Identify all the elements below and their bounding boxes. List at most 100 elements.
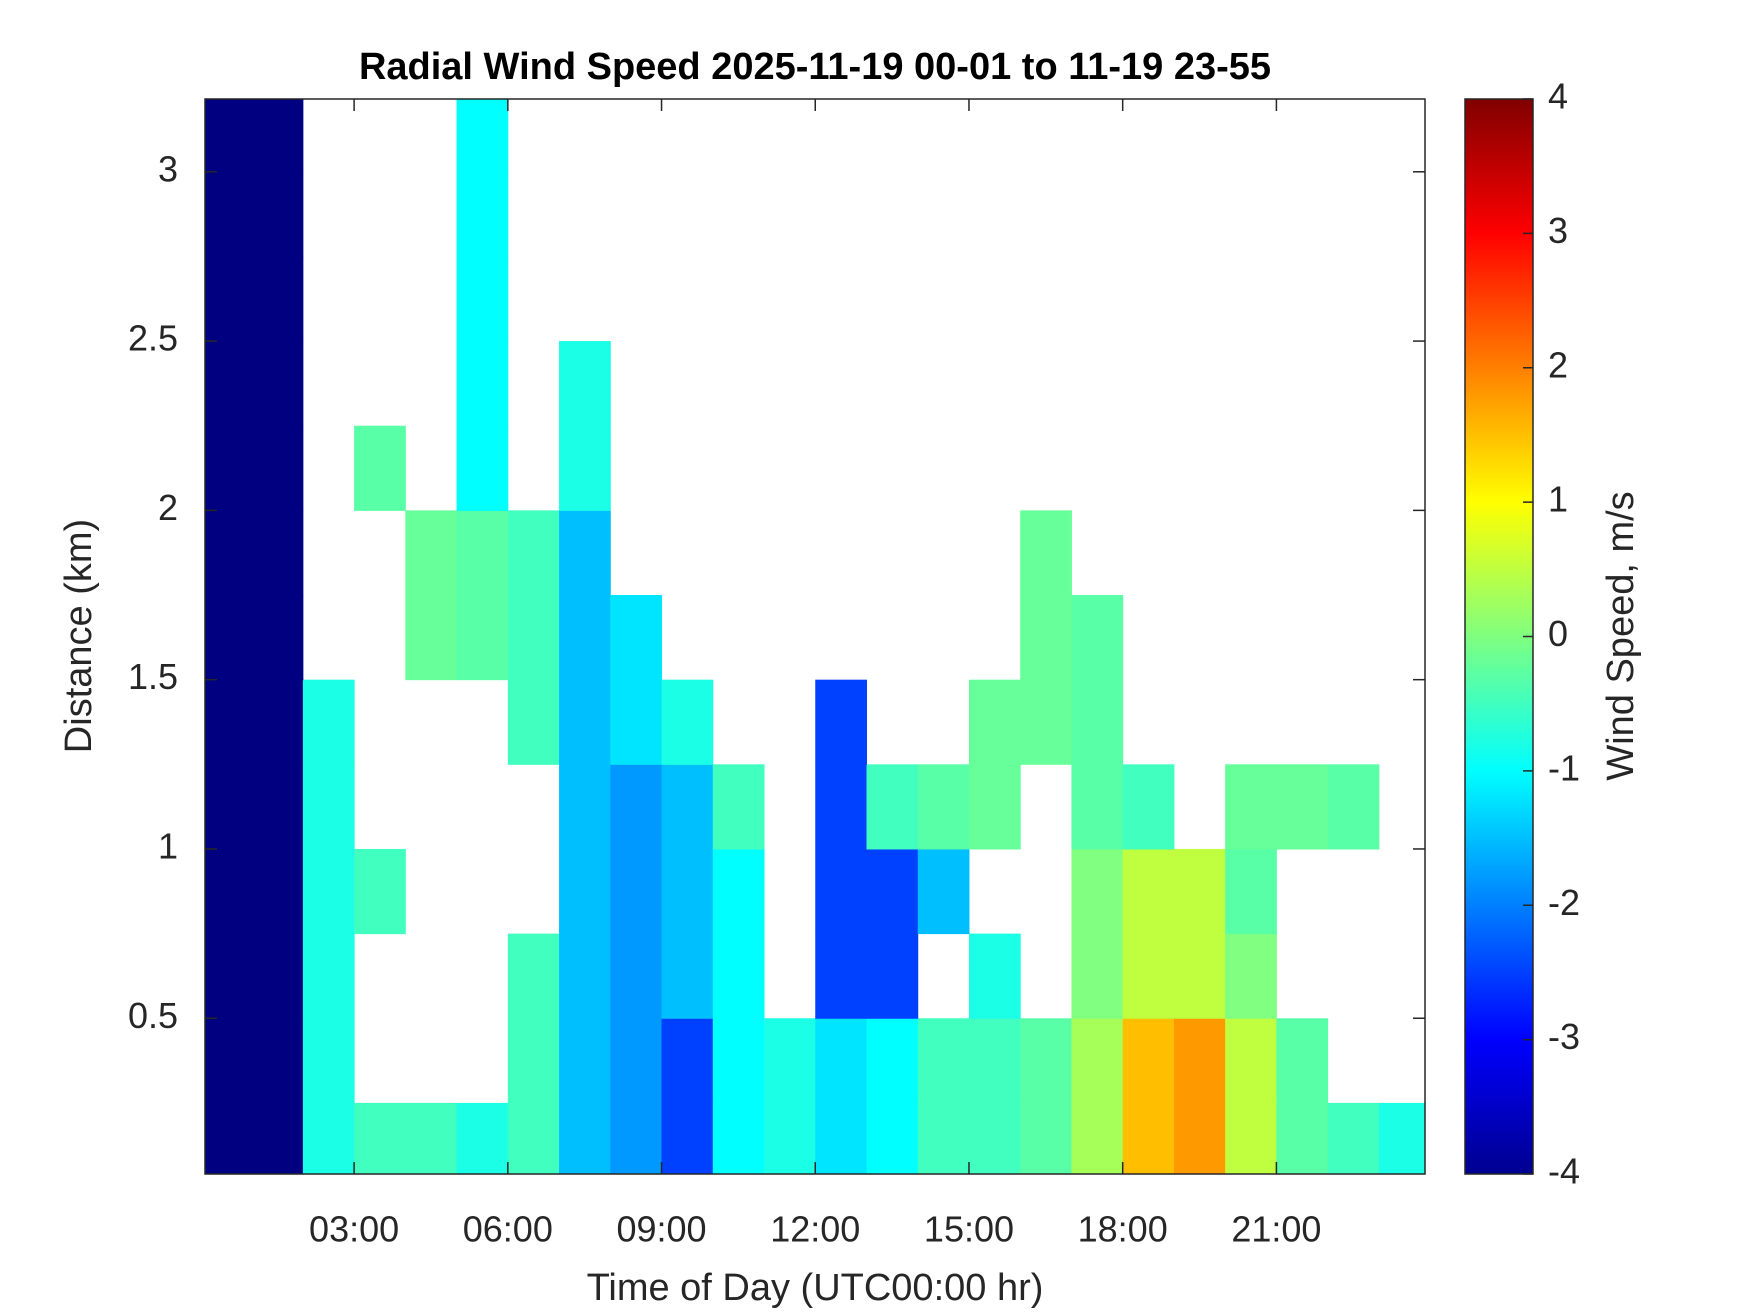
heatmap-cell bbox=[1378, 1102, 1425, 1174]
heatmap-cell bbox=[1122, 1102, 1175, 1174]
heatmap-cell bbox=[1327, 1102, 1380, 1174]
heatmap-cell bbox=[205, 425, 253, 511]
heatmap-cell bbox=[205, 595, 253, 681]
heatmap-cell bbox=[205, 341, 253, 427]
heatmap-cell bbox=[456, 425, 509, 511]
heatmap-cell bbox=[1122, 848, 1175, 935]
y-tick-label: 3 bbox=[158, 148, 178, 189]
heatmap-cell bbox=[1071, 933, 1124, 1019]
x-tick-label: 18:00 bbox=[1078, 1209, 1168, 1250]
heatmap-cell bbox=[661, 1018, 714, 1104]
y-tick-label: 2 bbox=[158, 487, 178, 528]
heatmap-cell bbox=[1173, 1102, 1226, 1174]
heatmap-cell bbox=[1122, 933, 1175, 1019]
heatmap-cell bbox=[866, 764, 919, 850]
heatmap-cell bbox=[815, 764, 867, 850]
heatmap-cell bbox=[251, 99, 304, 173]
heatmap-cell bbox=[354, 425, 406, 511]
heatmap-cell bbox=[917, 848, 970, 935]
heatmap-cell bbox=[712, 1102, 765, 1174]
heatmap-cell bbox=[1020, 679, 1072, 765]
heatmap-cell bbox=[661, 933, 714, 1019]
heatmap-cell bbox=[917, 1102, 970, 1174]
heatmap-cell bbox=[456, 1102, 509, 1174]
heatmap-cell bbox=[507, 1018, 560, 1104]
heatmap-cell bbox=[1173, 848, 1226, 935]
colorbar-tick-label: 3 bbox=[1548, 210, 1568, 251]
heatmap-cell bbox=[764, 1018, 816, 1104]
heatmap-cell bbox=[610, 1018, 663, 1104]
heatmap-cell bbox=[712, 933, 765, 1019]
heatmap-cell bbox=[661, 848, 714, 935]
chart-title: Radial Wind Speed 2025-11-19 00-01 to 11… bbox=[359, 46, 1271, 88]
heatmap-cell bbox=[866, 848, 919, 935]
heatmap-cell bbox=[1071, 1102, 1124, 1174]
heatmap-cell bbox=[507, 679, 560, 765]
heatmap-cell bbox=[1225, 1102, 1277, 1174]
heatmap-cell bbox=[866, 1102, 919, 1174]
heatmap-cell bbox=[559, 1102, 611, 1174]
heatmap-cell bbox=[507, 510, 560, 596]
heatmap-cell bbox=[661, 764, 714, 850]
heatmap-cell bbox=[507, 595, 560, 681]
heatmap-cell bbox=[661, 1102, 714, 1174]
heatmap-cell bbox=[917, 1018, 970, 1104]
heatmap-cell bbox=[968, 679, 1021, 765]
heatmap-cell bbox=[456, 595, 509, 681]
heatmap-cell bbox=[302, 1102, 355, 1174]
heatmap-cell bbox=[507, 1102, 560, 1174]
heatmap-cell bbox=[205, 1102, 253, 1174]
heatmap-cell bbox=[205, 848, 253, 935]
heatmap-cell bbox=[1020, 1018, 1072, 1104]
heatmap-cell bbox=[1071, 848, 1124, 935]
heatmap-cell bbox=[1327, 764, 1380, 850]
heatmap-cell bbox=[1276, 1102, 1329, 1174]
heatmap-cell bbox=[1225, 764, 1277, 850]
x-tick-label: 15:00 bbox=[924, 1209, 1014, 1250]
heatmap-cell bbox=[456, 99, 509, 173]
heatmap-cell bbox=[251, 425, 304, 511]
heatmap-cell bbox=[405, 1102, 458, 1174]
heatmap-cell bbox=[968, 1102, 1021, 1174]
heatmap-cell bbox=[251, 341, 304, 427]
heatmap-cell bbox=[1071, 1018, 1124, 1104]
heatmap-cell bbox=[251, 848, 304, 935]
y-tick-label: 2.5 bbox=[128, 318, 178, 359]
heatmap-cell bbox=[456, 171, 509, 257]
colorbar bbox=[1464, 98, 1534, 1175]
heatmap-cell bbox=[251, 764, 304, 850]
heatmap-cell bbox=[559, 848, 611, 935]
colorbar-tick-label: -2 bbox=[1548, 882, 1580, 923]
heatmap-cell bbox=[1071, 679, 1124, 765]
colorbar-tick-label: 2 bbox=[1548, 344, 1568, 385]
heatmap-cell bbox=[661, 679, 714, 765]
heatmap-cell bbox=[559, 425, 611, 511]
y-tick-label: 1 bbox=[158, 825, 178, 866]
heatmap-cell bbox=[815, 679, 867, 765]
heatmap-cell bbox=[610, 848, 663, 935]
heatmap-cell bbox=[610, 679, 663, 765]
heatmap-cell bbox=[1020, 510, 1072, 596]
heatmap-cell bbox=[456, 256, 509, 342]
heatmap-cell bbox=[764, 1102, 816, 1174]
heatmap-cell bbox=[559, 933, 611, 1019]
x-tick-label: 21:00 bbox=[1231, 1209, 1321, 1250]
heatmap-cell bbox=[866, 933, 919, 1019]
heatmap-cell bbox=[1276, 1018, 1329, 1104]
heatmap-cell bbox=[815, 933, 867, 1019]
heatmap-cell bbox=[559, 679, 611, 765]
heatmap-cell bbox=[610, 595, 663, 681]
heatmap-cell bbox=[1225, 848, 1277, 935]
heatmap-cell bbox=[205, 99, 253, 173]
heatmap-cell bbox=[968, 933, 1021, 1019]
heatmap-cell bbox=[1225, 933, 1277, 1019]
heatmap-cell bbox=[354, 848, 406, 935]
heatmap-cell bbox=[205, 933, 253, 1019]
heatmap-cell bbox=[559, 510, 611, 596]
y-tick-label: 0.5 bbox=[128, 995, 178, 1036]
heatmap-cell bbox=[610, 933, 663, 1019]
colorbar-label: Wind Speed, m/s bbox=[1600, 491, 1642, 780]
heatmap-cell bbox=[251, 595, 304, 681]
heatmap-cell bbox=[712, 764, 765, 850]
heatmap-cell bbox=[405, 595, 458, 681]
